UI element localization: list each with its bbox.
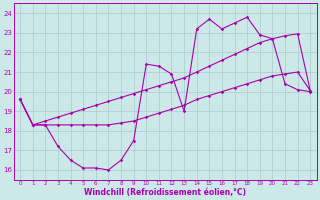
X-axis label: Windchill (Refroidissement éolien,°C): Windchill (Refroidissement éolien,°C) — [84, 188, 246, 197]
